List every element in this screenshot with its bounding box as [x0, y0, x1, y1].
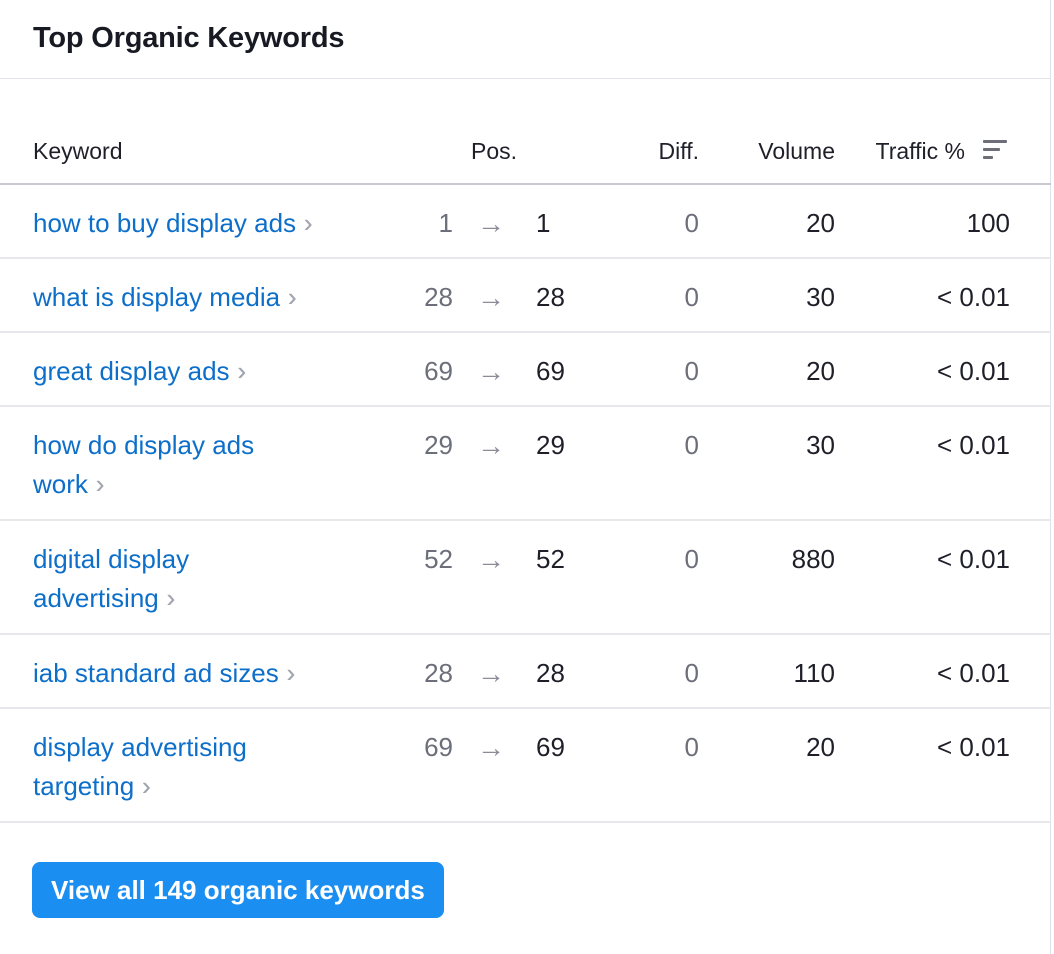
- arrow-right-icon: →: [477, 430, 505, 461]
- traffic-percent: < 0.01: [936, 282, 1010, 312]
- keyword-difficulty: 0: [684, 282, 699, 312]
- table-header: Keyword Pos. Diff. Volume Traffic %: [0, 118, 1051, 185]
- widget-header: Top Organic Keywords: [0, 0, 1050, 79]
- traffic-percent: < 0.01: [936, 544, 1010, 574]
- previous-position: 69: [424, 732, 453, 762]
- traffic-percent: < 0.01: [936, 732, 1010, 762]
- widget-footer: View all 149 organic keywords: [32, 862, 444, 918]
- search-volume: 110: [793, 658, 835, 688]
- column-header-volume: Volume: [758, 138, 835, 164]
- view-all-keywords-button[interactable]: View all 149 organic keywords: [32, 862, 444, 918]
- column-header-traffic[interactable]: Traffic %: [875, 138, 965, 164]
- arrow-right-icon: →: [477, 356, 505, 387]
- traffic-percent: < 0.01: [936, 430, 1010, 460]
- keyword-difficulty: 0: [684, 208, 699, 238]
- previous-position: 52: [424, 544, 453, 574]
- table-row: great display ads›› 69 → 69 0 20 < 0.01: [0, 333, 1051, 407]
- keyword-text[interactable]: how to buy display ads: [33, 208, 297, 238]
- search-volume: 880: [791, 544, 835, 574]
- previous-position: 29: [424, 430, 453, 460]
- keyword-text[interactable]: iab standard ad sizes: [33, 658, 279, 688]
- keyword-link[interactable]: iab standard ad sizes››: [33, 654, 296, 693]
- keyword-link[interactable]: what is display media››: [33, 278, 297, 317]
- keyword-text[interactable]: display advertising: [33, 732, 247, 762]
- current-position: 28: [536, 282, 565, 312]
- table-row: how to buy display ads›› 1 → 1 0 20 100: [0, 185, 1051, 259]
- traffic-percent: 100: [966, 208, 1010, 238]
- arrow-right-icon: →: [477, 732, 505, 763]
- arrow-right-icon: →: [477, 208, 505, 239]
- table-row: display advertisingtargeting››69→69020< …: [0, 709, 1051, 823]
- keyword-link[interactable]: how to buy display ads››: [33, 204, 313, 243]
- current-position: 52: [536, 544, 565, 574]
- column-header-pos: Pos.: [471, 138, 518, 164]
- traffic-percent: < 0.01: [936, 356, 1010, 386]
- arrow-right-icon: →: [477, 282, 505, 313]
- keywords-table: Keyword Pos. Diff. Volume Traffic % how …: [0, 118, 1051, 823]
- keyword-link[interactable]: great display ads››: [33, 352, 247, 391]
- keyword-difficulty: 0: [684, 544, 699, 574]
- keyword-text-line2[interactable]: targeting: [33, 771, 135, 801]
- current-position: 1: [536, 208, 551, 238]
- table-row: what is display media›› 28 → 28 0 30 < 0.01: [0, 259, 1051, 333]
- keyword-text[interactable]: how do display ads: [33, 430, 255, 460]
- keyword-text-line2[interactable]: advertising: [33, 583, 159, 613]
- current-position: 69: [536, 356, 565, 386]
- keyword-difficulty: 0: [684, 356, 699, 386]
- keyword-text[interactable]: digital display: [33, 544, 190, 574]
- column-header-keyword: Keyword: [33, 138, 123, 164]
- sort-icon[interactable]: [983, 140, 1007, 160]
- previous-position: 69: [424, 356, 453, 386]
- search-volume: 30: [806, 430, 835, 460]
- previous-position: 28: [424, 282, 453, 312]
- column-header-diff: Diff.: [658, 138, 699, 164]
- traffic-percent: < 0.01: [936, 658, 1010, 688]
- search-volume: 20: [806, 208, 835, 238]
- search-volume: 20: [806, 732, 835, 762]
- table-body: how to buy display ads›› 1 → 1 0 20 100 what is…: [0, 185, 1051, 823]
- table-row: iab standard ad sizes›› 28 → 28 0 110 < 0.01: [0, 635, 1051, 709]
- keyword-difficulty: 0: [684, 430, 699, 460]
- arrow-right-icon: →: [477, 544, 505, 575]
- keyword-difficulty: 0: [684, 658, 699, 688]
- previous-position: 1: [438, 208, 453, 238]
- previous-position: 28: [424, 658, 453, 688]
- keyword-text[interactable]: great display ads: [33, 356, 230, 386]
- keyword-text[interactable]: what is display media: [33, 282, 281, 312]
- keyword-difficulty: 0: [684, 732, 699, 762]
- arrow-right-icon: →: [477, 658, 505, 689]
- current-position: 28: [536, 658, 565, 688]
- search-volume: 20: [806, 356, 835, 386]
- widget-title: Top Organic Keywords: [33, 22, 345, 54]
- keyword-text-line2[interactable]: work: [33, 469, 88, 499]
- search-volume: 30: [806, 282, 835, 312]
- current-position: 69: [536, 732, 565, 762]
- current-position: 29: [536, 430, 565, 460]
